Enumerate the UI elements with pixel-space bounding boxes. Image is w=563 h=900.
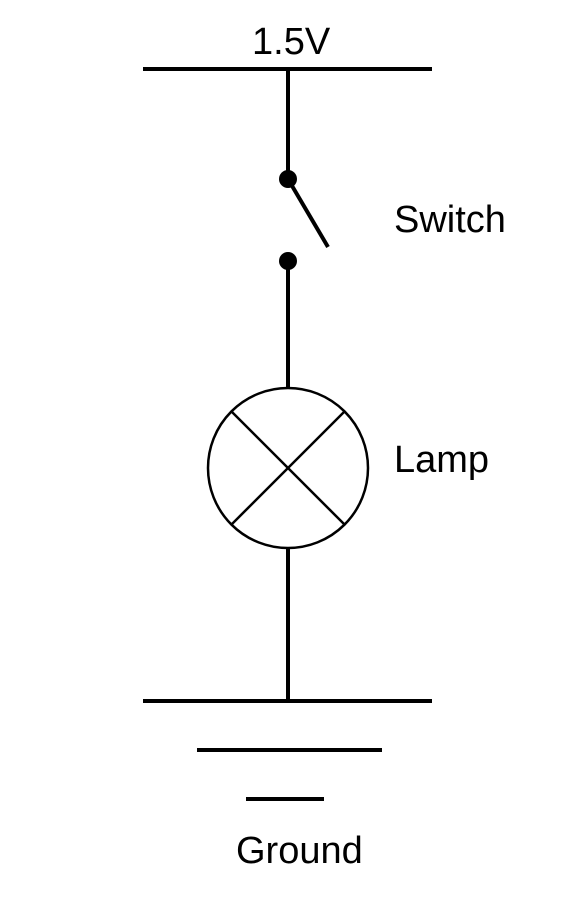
lamp-symbol <box>206 386 370 550</box>
ground-symbol <box>143 699 432 801</box>
switch-lever <box>286 177 330 249</box>
switch-label: Switch <box>394 199 506 241</box>
supply-voltage-label: 1.5V <box>252 21 331 63</box>
ground-label: Ground <box>236 830 363 872</box>
switch-symbol <box>279 170 330 270</box>
lamp-label: Lamp <box>394 439 490 481</box>
lamp-cross-b <box>230 410 346 526</box>
